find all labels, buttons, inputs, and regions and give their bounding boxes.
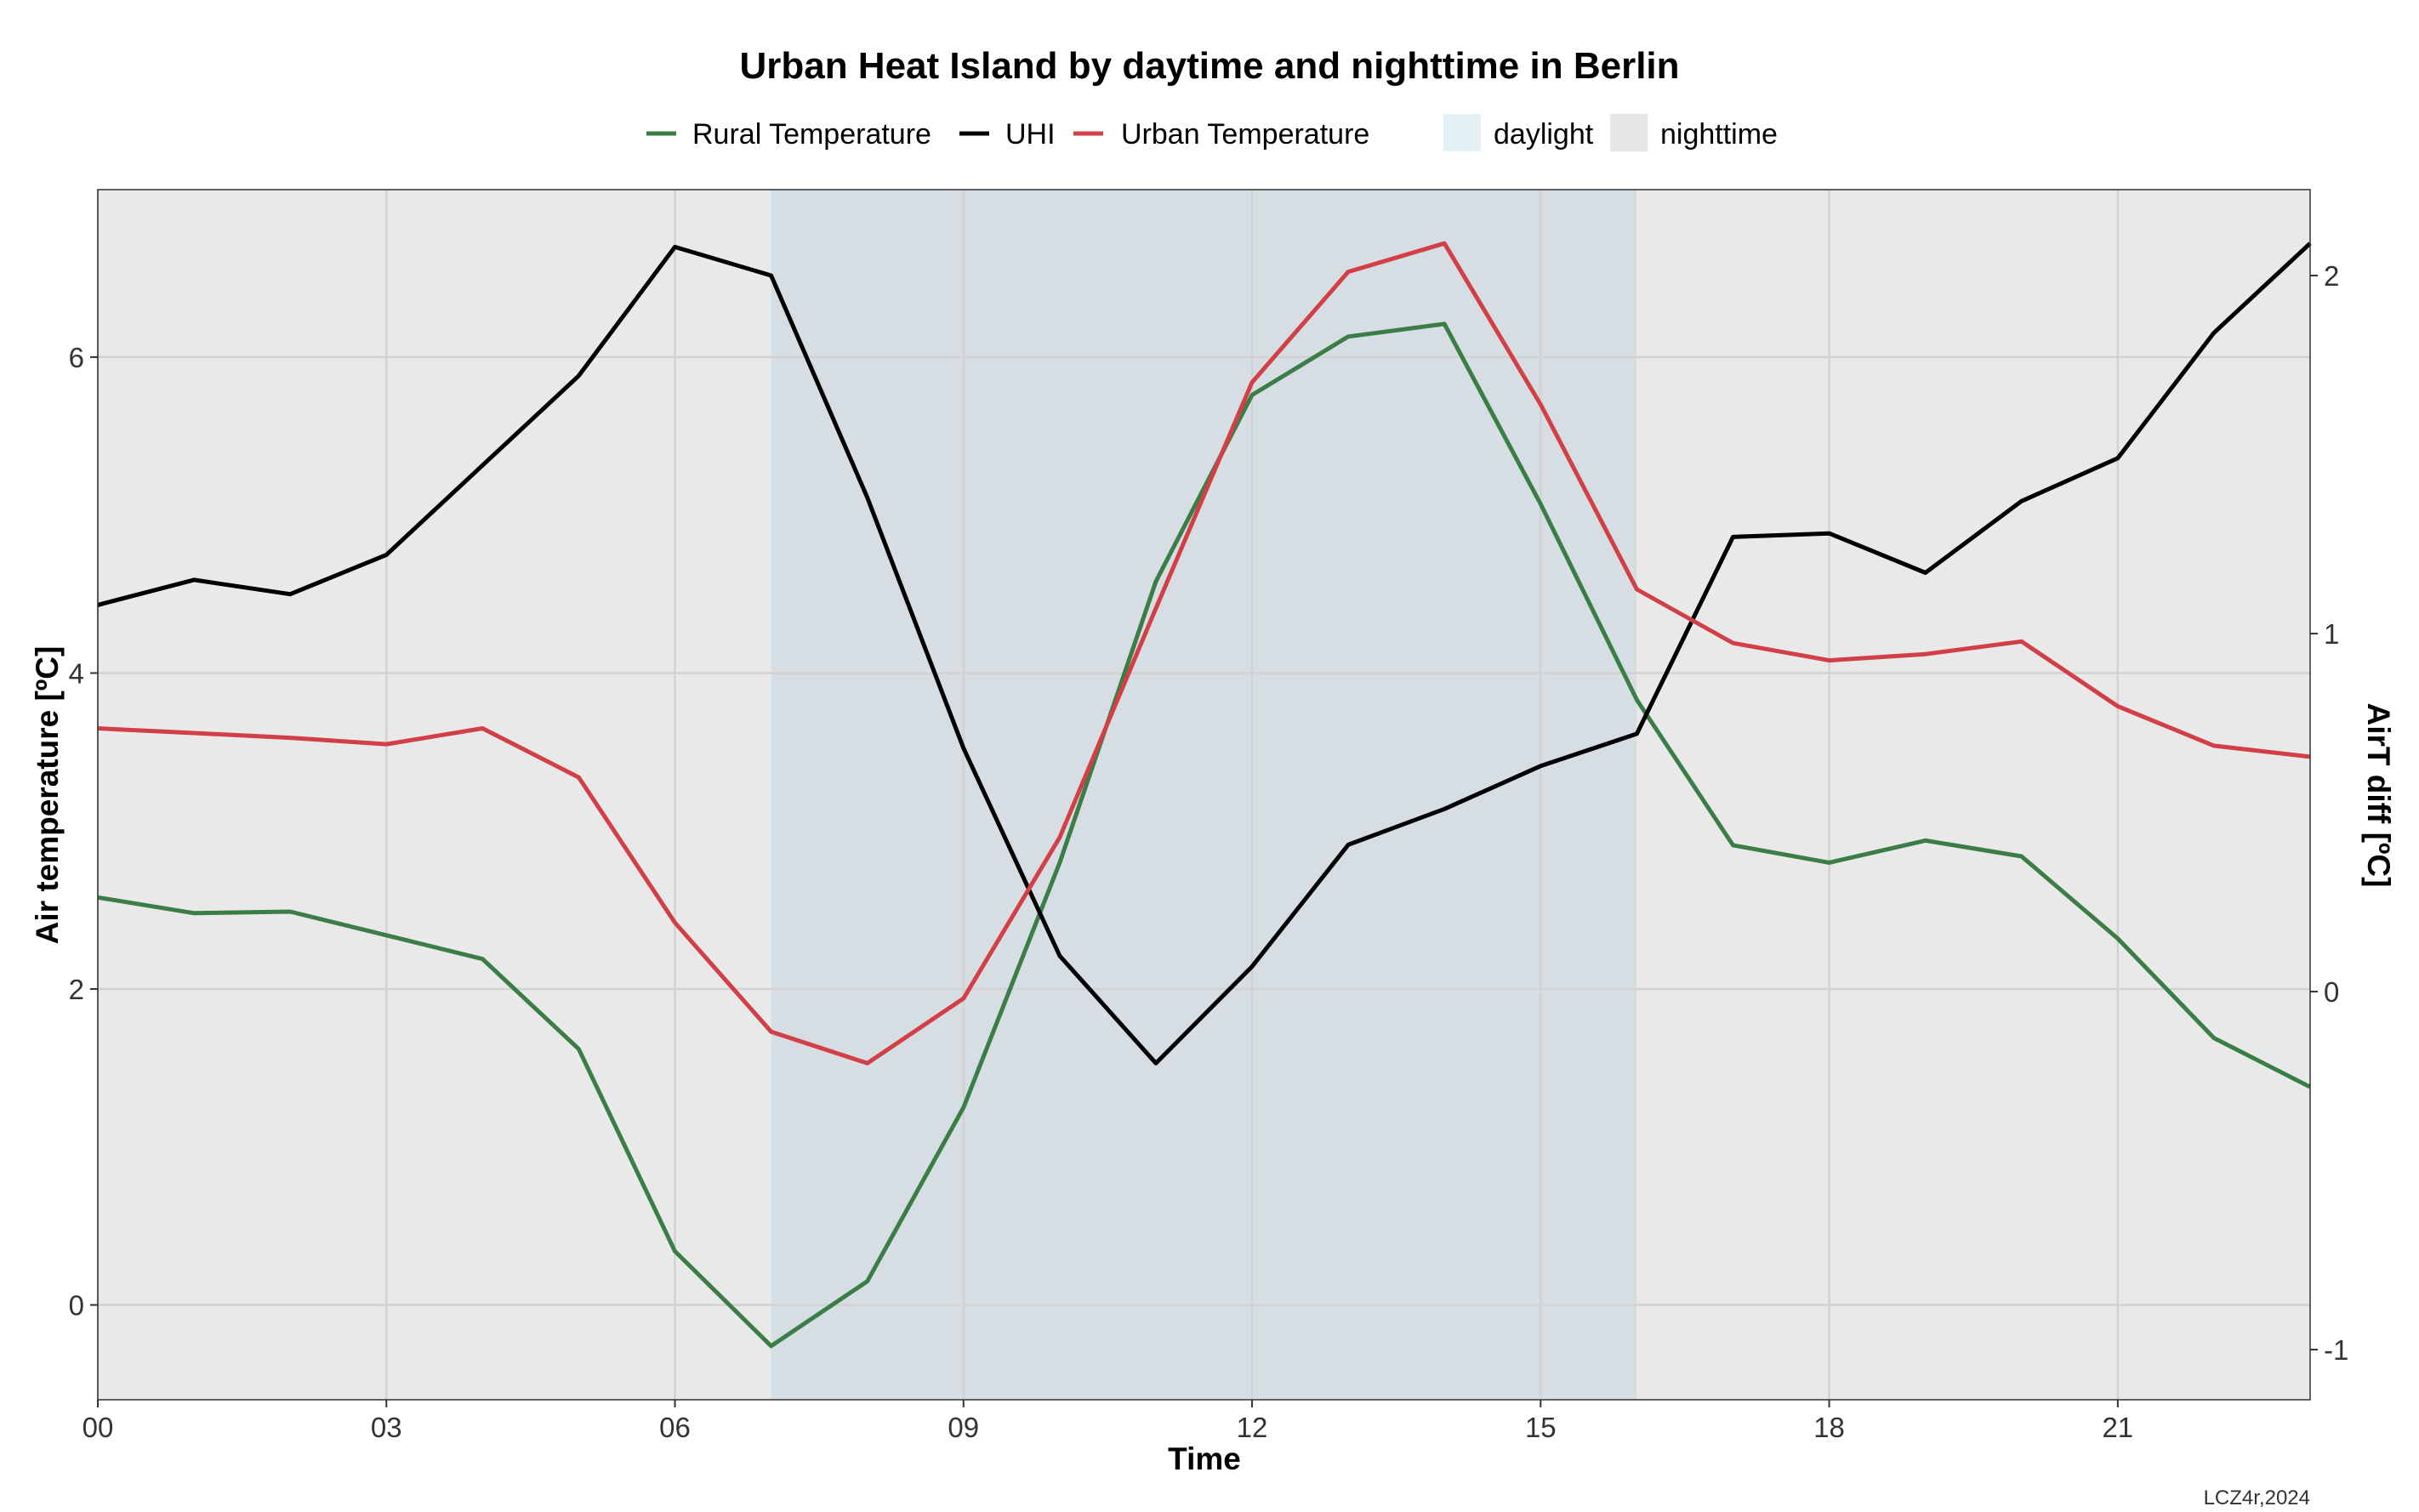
y2-tick-label-0: -1 [2324,1334,2348,1366]
series-line-uhi [97,242,2312,1066]
x-axis-label: Time [1168,1441,1241,1476]
plot-panel [98,190,2310,1400]
caption: LCZ4r,2024 [2204,1486,2310,1509]
y-tick-label-1: 2 [69,974,84,1005]
x-tick-label-7: 21 [2102,1412,2133,1443]
chart-title: Urban Heat Island by daytime and nightti… [739,45,1679,87]
x-tick-label-5: 15 [1525,1412,1557,1443]
y2-tick-label-1: 0 [2324,976,2339,1008]
y-tick-label-0: 0 [69,1290,84,1322]
legend-label-nighttime: nighttime [1660,118,1778,151]
y2-axis-ticks: -1 0 1 2 [2310,260,2348,1366]
gridlines [96,190,2310,1400]
shade-nighttime-0 [98,190,771,1400]
x-tick-label-4: 12 [1237,1412,1268,1443]
y2-tick-label-2: 1 [2324,618,2339,650]
plot-border [97,189,2311,1401]
series-lines [97,241,2312,1349]
x-tick-label-1: 03 [371,1412,402,1443]
legend-label-urban: Urban Temperature [1121,118,1369,151]
legend-label-daylight: daylight [1494,118,1594,151]
legend-key-nighttime [1610,114,1648,151]
y-tick-label-3: 6 [69,342,84,373]
y-tick-label-2: 4 [69,657,84,689]
y2-tick-label-3: 2 [2324,260,2339,292]
x-tick-label-3: 09 [948,1412,979,1443]
legend-label-rural: Rural Temperature [692,118,931,151]
x-tick-label-0: 00 [83,1412,114,1443]
y-axis-ticks: 0 2 4 6 [69,342,98,1322]
x-tick-label-6: 18 [1813,1412,1845,1443]
y2-axis-label: AirT diff [ºC] [2361,703,2396,888]
x-tick-label-2: 06 [659,1412,691,1443]
y-axis-label: Air temperature [ºC] [30,646,65,945]
legend: Rural Temperature UHI Urban Temperature … [646,114,1778,151]
shade-nighttime-2 [1636,190,2310,1400]
series-line-urban-temperature [97,241,2311,1066]
legend-key-daylight [1443,114,1481,151]
legend-label-uhi: UHI [1005,118,1056,151]
x-axis-ticks: 00 03 06 09 12 15 18 21 [83,1400,2133,1443]
series-line-rural-temperature [97,321,2312,1349]
